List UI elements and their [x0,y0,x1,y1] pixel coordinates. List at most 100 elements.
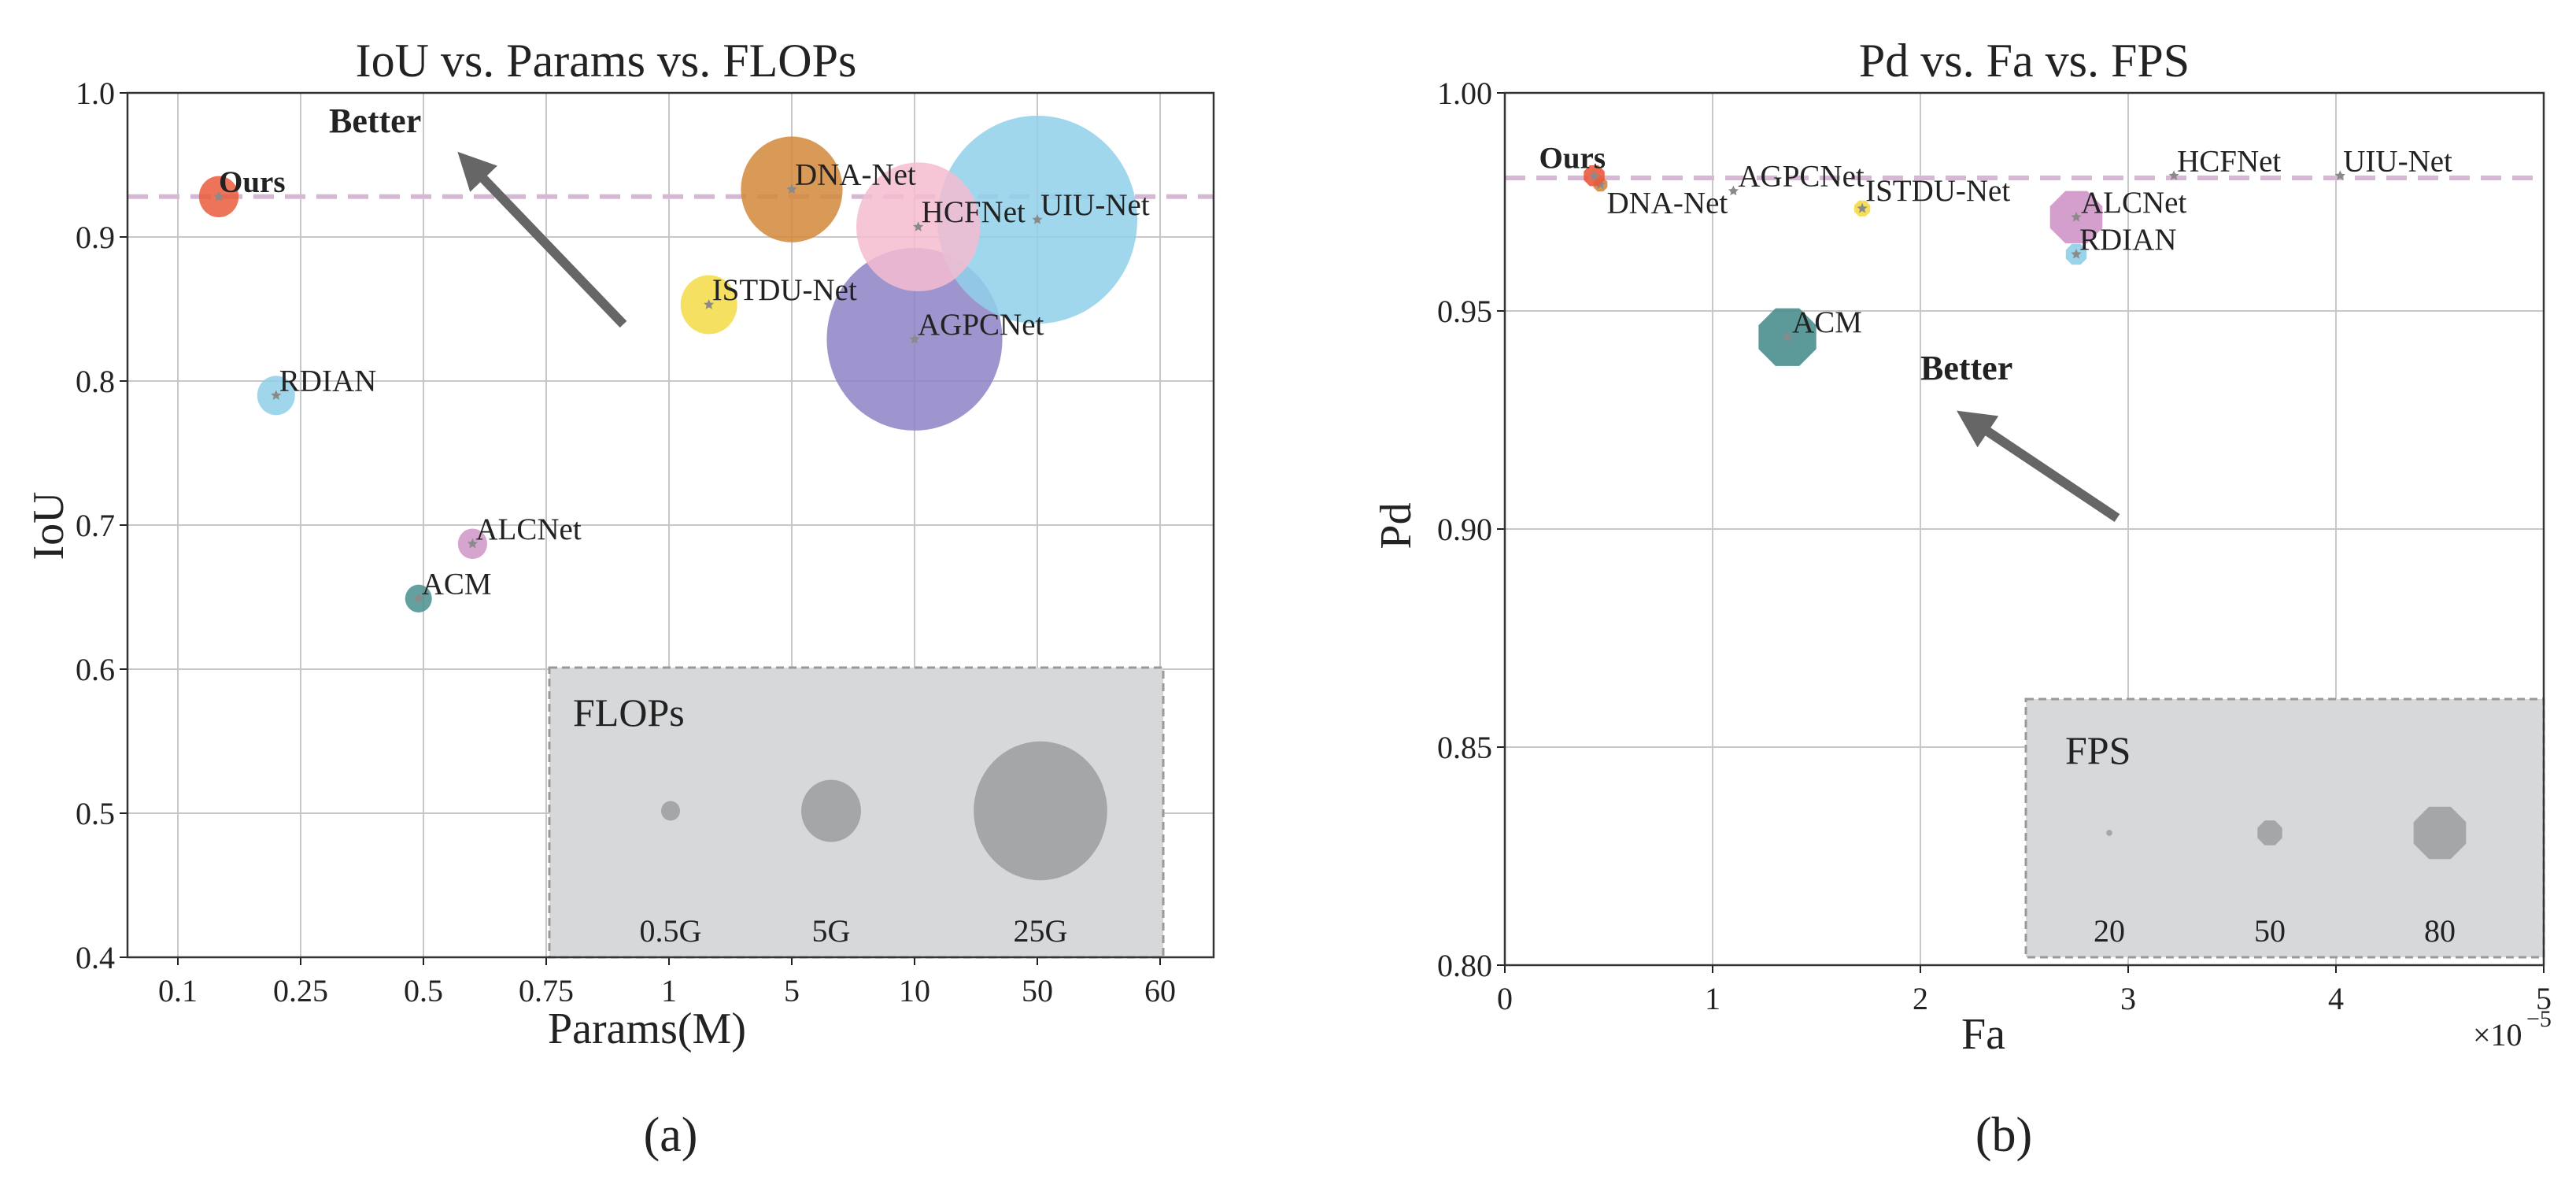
chart-b-y-tick-label: 0.80 [1437,948,1492,983]
chart-a-legend-title: FLOPs [573,690,685,734]
chart-a-point-star [786,183,797,194]
chart-a-better-annotation: Better [329,102,421,140]
chart-a-x-tick-label: 0.75 [519,973,574,1008]
chart-a-y-tick-label: 0.6 [76,652,115,687]
chart-b: Pd vs. Fa vs. FPS FPS 20 50 80 OursDNA-Net… [1372,35,2552,1162]
chart-a-point-star [913,221,924,231]
chart-a-x-tick-label: 0.5 [404,973,443,1008]
chart-a-point-label: RDIAN [279,364,377,398]
chart-a-legend-label: 25G [1014,913,1068,949]
chart-a-point-label: Ours [219,165,286,199]
chart-a-x-tick-label: 60 [1144,973,1176,1008]
chart-b-point-label: Ours [1539,141,1606,175]
chart-b-title: Pd vs. Fa vs. FPS [1859,35,2190,87]
chart-b-point-label: ACM [1792,305,1862,339]
chart-a-point-label: HCFNet [922,195,1026,229]
chart-b-caption: (b) [1975,1108,2032,1162]
chart-b-point-label: DNA-Net [1606,186,1728,220]
chart-a-point-star [467,538,479,549]
chart-a-point-star [413,593,424,603]
chart-a-y-tick-label: 0.5 [76,796,115,831]
chart-b-xlabel: Fa [1961,1010,2005,1059]
chart-b-y-tick-label: 0.90 [1437,512,1492,547]
chart-b-legend-marker [2413,806,2467,860]
chart-a-x-tick-label: 5 [784,973,800,1008]
chart-a-x-tick-label: 1 [661,973,677,1008]
chart-a-x-tick-label: 0.25 [273,973,328,1008]
chart-a-axes: 0.1 0.25 0.5 0.75 1 5 10 50 60 0.4 0.5 0.6 0.7 0.8 0.9… [76,76,1215,1008]
chart-a-legend-marker [661,801,680,821]
chart-b-point-label: RDIAN [2079,223,2177,257]
chart-a-point-label: ALCNet [475,512,581,546]
chart-a-x-tick-label: 0.1 [158,973,198,1008]
chart-a: IoU vs. Params vs. FLOPs FLOPs 0.5G 5G 25G… [24,35,1215,1162]
chart-b-point-label: UIU-Net [2343,144,2452,178]
chart-a-point-star [213,191,224,202]
chart-a-y-tick-label: 0.8 [76,364,115,399]
chart-a-point-star [909,333,920,344]
chart-a-y-tick-label: 0.7 [76,508,115,543]
chart-a-point-label: ISTDU-Net [712,273,857,307]
chart-b-y-tick-label: 0.95 [1437,294,1492,329]
chart-b-legend-marker [2106,830,2112,836]
chart-b-better-annotation: Better [1920,349,2012,387]
chart-b-x-tick-label: 4 [2328,981,2344,1016]
chart-b-point-star [2071,249,2082,259]
chart-a-points: Ours RDIAN ALCNet ACM ISTDU-Net DNA-Net AGPCNe… [198,115,1150,612]
chart-b-point-star [2334,170,2345,180]
chart-b-ylabel: Pd [1372,502,1421,549]
chart-b-better-arrow [1957,410,2120,522]
chart-b-legend-title: FPS [2065,728,2131,772]
chart-b-legend-label: 20 [2094,913,2125,949]
chart-b-frame [1503,91,2545,967]
chart-a-title: IoU vs. Params vs. FLOPs [356,35,857,87]
chart-b-point-label: ISTDU-Net [1865,174,2010,208]
chart-b-x-tick-label: 3 [2120,981,2136,1016]
chart-b-y-tick-label: 1.00 [1437,76,1492,111]
chart-a-better-arrow [457,151,627,328]
chart-a-x-tick-label: 50 [1022,973,1053,1008]
chart-a-caption: (a) [644,1108,698,1162]
chart-a-y-tick-label: 1.0 [76,76,115,111]
chart-a-legend-marker [801,779,861,842]
chart-b-point-star [2168,170,2179,180]
chart-b-legend-marker [2257,820,2282,845]
chart-b-point-star [1782,331,1793,342]
chart-b-point-star [1728,185,1739,196]
chart-a-legend-label: 0.5G [640,913,702,949]
chart-a-legend-marker [974,741,1107,881]
chart-b-x-tick-label: 5 [2536,981,2552,1016]
chart-b-x-tick-label: 1 [1705,981,1720,1016]
chart-a-point-star [271,390,282,400]
chart-b-point-star [1588,170,1600,180]
chart-b-x-multiplier: ×10 [2473,1017,2522,1053]
chart-b-legend-label: 50 [2254,913,2286,949]
chart-a-ylabel: IoU [24,491,73,560]
chart-b-point-star [2071,211,2082,222]
chart-a-x-tick-label: 10 [899,973,930,1008]
chart-a-point-label: DNA-Net [795,158,916,192]
chart-a-point-label: ACM [422,567,492,601]
chart-b-x-tick-label: 2 [1913,981,1928,1016]
chart-b-point-star [1857,202,1868,213]
chart-a-legend-label: 5G [812,913,851,949]
chart-a-point-star [1032,214,1043,224]
chart-b-point-label: ALCNet [2081,186,2186,220]
chart-a-y-tick-label: 0.9 [76,220,115,255]
chart-b-x-multiplier-exponent: −5 [2526,1006,2552,1032]
chart-b-axes: 0 1 2 3 4 5 0.80 0.85 0.90 0.95 1.00 [1437,76,2552,1016]
chart-a-point-label: AGPCNet [918,308,1044,342]
chart-b-y-tick-label: 0.85 [1437,730,1492,765]
chart-a-frame [126,91,1215,959]
chart-a-point-star [704,299,715,309]
chart-b-point-label: AGPCNet [1738,160,1865,194]
chart-b-fps-legend: FPS 20 50 80 [2024,697,2545,959]
chart-a-y-tick-label: 0.4 [76,940,115,975]
chart-b-legend-label: 80 [2424,913,2456,949]
chart-a-xlabel: Params(M) [548,1005,746,1053]
chart-a-point-label: UIU-Net [1040,188,1150,222]
chart-a-flops-legend: FLOPs 0.5G 5G 25G [548,666,1165,959]
chart-b-point-label: HCFNet [2177,144,2281,178]
